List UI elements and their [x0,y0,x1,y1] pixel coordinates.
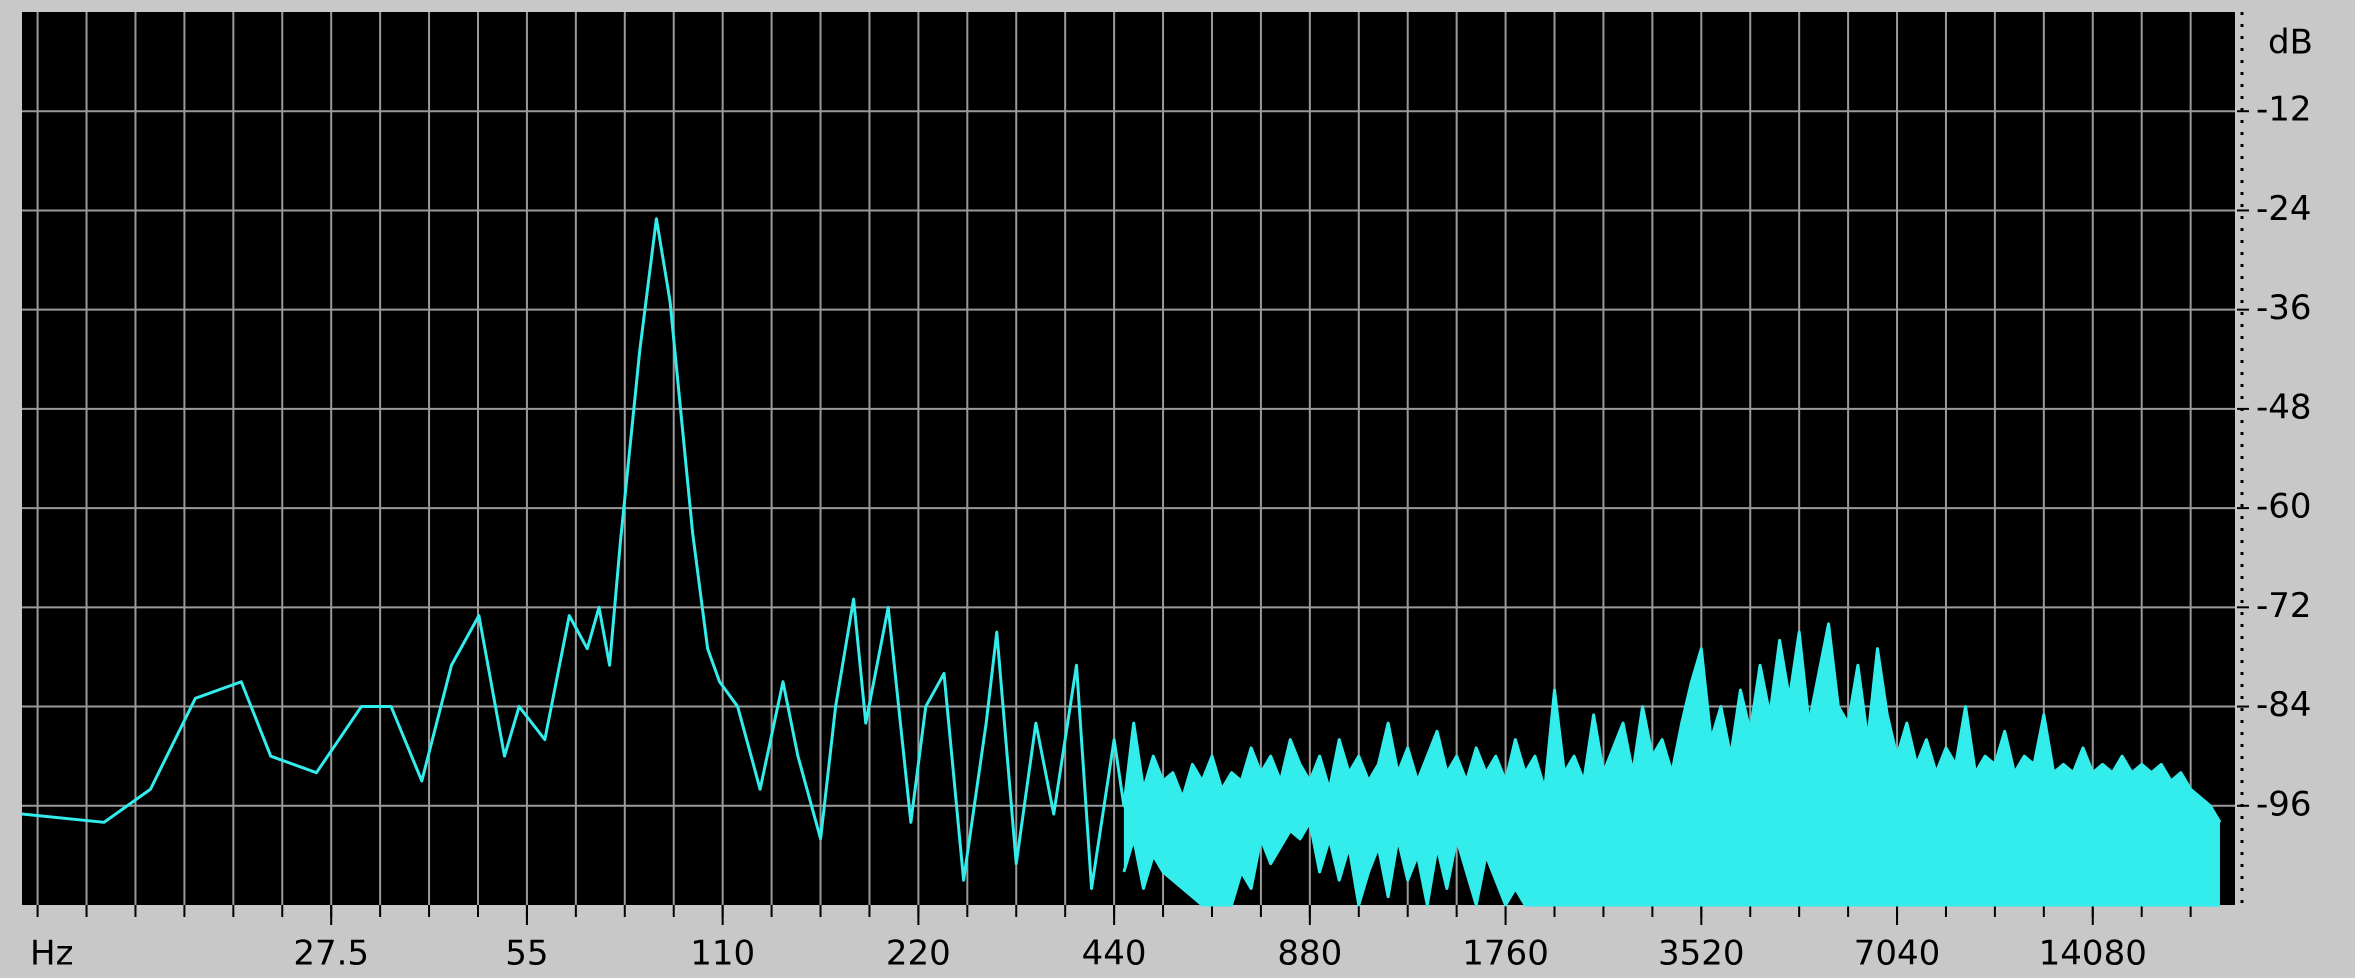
y-tick-label: -60 [2256,487,2312,527]
y-tick-label: -96 [2256,784,2312,824]
y-tick-label: -84 [2256,685,2312,725]
spectrum-trace [21,217,2222,890]
spectrum-trace [1122,820,2220,907]
y-tick-label: -24 [2256,189,2312,229]
x-tick-label: 220 [886,934,951,974]
x-tick-label: 3520 [1658,934,1745,974]
y-axis-label: dB [2268,23,2313,63]
x-tick-label: 880 [1277,934,1342,974]
x-tick-label: 55 [505,934,548,974]
y-tick-label: -36 [2256,288,2312,328]
y-tick-label: -72 [2256,586,2312,626]
y-tick-label: -12 [2256,90,2312,130]
x-axis-label: Hz [30,934,73,974]
spectrum-band [1123,623,2220,905]
x-tick-label: 7040 [1854,934,1941,974]
x-tick-label: 1760 [1462,934,1549,974]
x-tick-label: 14080 [2039,934,2147,974]
y-tick-label: -48 [2256,387,2312,427]
x-tick-label: 440 [1082,934,1147,974]
x-tick-label: 27.5 [293,934,369,974]
x-tick-label: 110 [690,934,755,974]
